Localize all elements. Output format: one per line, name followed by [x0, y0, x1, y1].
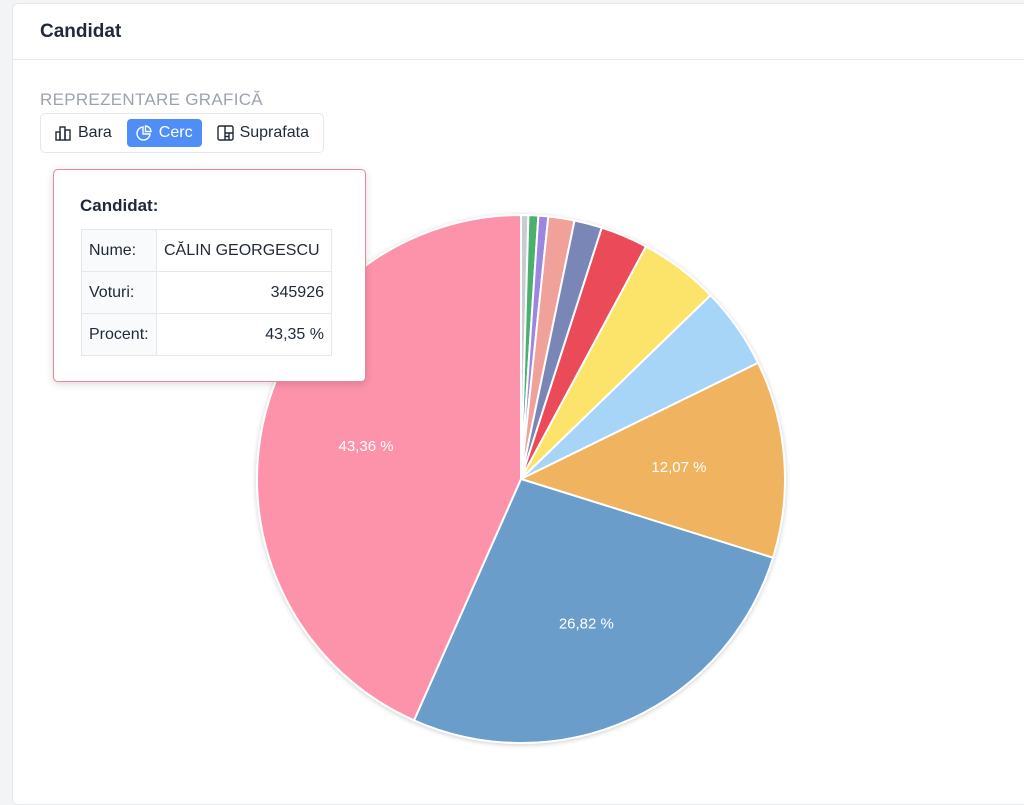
pie-chart: 12,07 % 26,82 % 43,36 % [256, 213, 786, 744]
pie-view-label: Cerc [158, 124, 193, 141]
section-label: REPREZENTARE GRAFICĂ [40, 90, 263, 109]
votes-label: Voturi: [81, 271, 157, 314]
tooltip: Candidat: Nume: CĂLIN GEORGESCU Voturi: 34… [53, 169, 366, 382]
pie-chart-icon [136, 125, 152, 141]
slice-label: 12,07 % [651, 459, 706, 476]
percent-value: 43,35 % [156, 313, 332, 356]
slice-label: 43,36 % [339, 438, 394, 455]
tooltip-table: Nume: CĂLIN GEORGESCU Voturi: 345926 Proce… [81, 229, 332, 356]
pie-slice[interactable] [518, 361, 786, 559]
treemap-icon [216, 125, 234, 141]
slice-label: 26,82 % [559, 615, 614, 632]
pie-view-button[interactable]: Cerc [126, 119, 202, 147]
card-title: Candidat [13, 4, 1024, 60]
bar-view-label: Bara [78, 124, 112, 141]
tooltip-row-votes: Voturi: 345926 [81, 271, 332, 314]
tooltip-row-percent: Procent: 43,35 % [81, 313, 332, 356]
pie-slice[interactable] [412, 477, 775, 744]
treemap-view-label: Suprafata [239, 124, 309, 141]
chart-type-selector: Bara Cerc Suprafata [40, 113, 324, 153]
bar-chart-icon [55, 126, 71, 141]
treemap-view-button[interactable]: Suprafata [208, 119, 318, 147]
bar-view-button[interactable]: Bara [46, 119, 121, 147]
percent-label: Procent: [81, 313, 157, 356]
tooltip-row-name: Nume: CĂLIN GEORGESCU [81, 229, 332, 272]
name-label: Nume: [81, 229, 157, 272]
tooltip-title: Candidat: [80, 196, 159, 215]
name-value: CĂLIN GEORGESCU [156, 229, 332, 272]
votes-value: 345926 [156, 271, 332, 314]
